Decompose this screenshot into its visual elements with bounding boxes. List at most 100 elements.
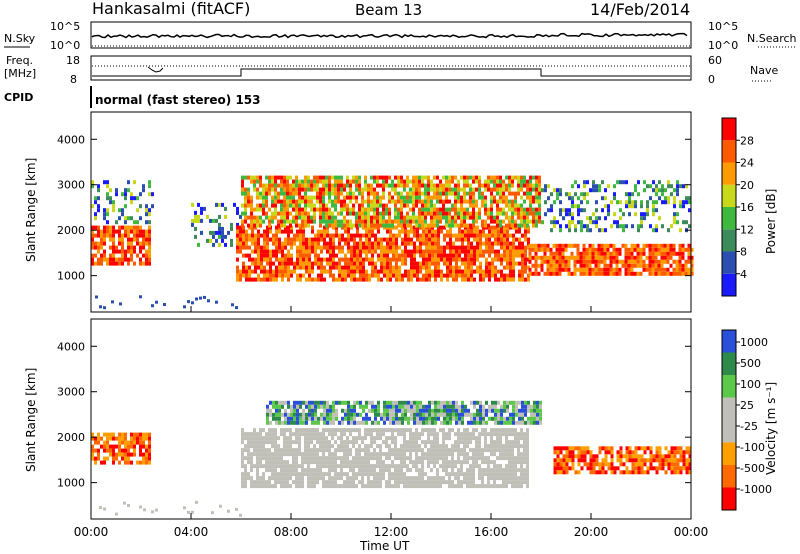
data-cell (556, 462, 560, 467)
data-cell (485, 261, 488, 266)
data-cell (502, 195, 505, 200)
data-cell (466, 472, 469, 477)
data-cell (323, 277, 326, 282)
data-cell (397, 219, 400, 224)
data-cell (394, 215, 397, 220)
data-cell (657, 267, 661, 272)
data-cell (322, 211, 325, 216)
data-cell (512, 404, 515, 409)
data-cell (280, 464, 283, 469)
data-cell (541, 220, 544, 225)
data-cell (610, 466, 614, 471)
data-cell (521, 400, 524, 405)
data-cell (340, 175, 343, 180)
data-cell (404, 257, 407, 262)
data-cell (278, 237, 281, 242)
data-cell (274, 432, 277, 437)
data-cell (386, 269, 389, 274)
data-cell (292, 468, 295, 473)
data-cell (466, 476, 469, 481)
data-cell (325, 191, 328, 196)
data-cell (115, 192, 118, 197)
data-cell (319, 179, 322, 184)
velocity-data (91, 400, 692, 517)
nave-dip (147, 66, 164, 73)
data-cell (326, 404, 329, 409)
data-cell (505, 183, 508, 188)
data-cell (127, 456, 130, 461)
data-cell (247, 175, 250, 180)
data-cell (613, 470, 617, 475)
data-cell (265, 199, 268, 204)
data-cell (487, 215, 490, 220)
data-cell (536, 420, 539, 425)
data-cell (130, 200, 133, 205)
data-cell (535, 187, 538, 192)
data-cell (536, 408, 539, 413)
data-cell (283, 472, 286, 477)
data-cell (403, 432, 406, 437)
data-cell (523, 456, 526, 461)
data-cell (320, 237, 323, 242)
data-cell (106, 180, 109, 185)
data-cell (274, 211, 277, 216)
data-cell (269, 269, 272, 274)
data-cell (523, 468, 526, 473)
data-cell (490, 440, 493, 445)
data-cell (254, 237, 257, 242)
data-cell (651, 263, 655, 268)
data-cell (451, 460, 454, 465)
data-cell (479, 400, 482, 405)
data-cell (491, 249, 494, 254)
data-cell (383, 404, 386, 409)
data-cell (280, 187, 283, 192)
data-cell (359, 265, 362, 270)
data-cell (514, 476, 517, 481)
data-cell (530, 408, 533, 413)
data-cell (139, 192, 142, 197)
data-cell (499, 187, 502, 192)
data-cell (310, 215, 313, 220)
data-cell (446, 273, 449, 278)
data-cell (325, 460, 328, 465)
data-cell (139, 249, 142, 254)
data-cell (463, 448, 466, 453)
data-cell (346, 191, 349, 196)
data-cell (406, 223, 409, 228)
data-cell (368, 416, 371, 421)
data-cell (250, 452, 253, 457)
data-cell (540, 255, 544, 260)
data-cell (585, 271, 589, 276)
data-cell (401, 412, 404, 417)
data-cell (520, 219, 523, 224)
data-cell (389, 237, 392, 242)
data-cell (316, 432, 319, 437)
data-cell (649, 196, 652, 201)
data-cell (517, 440, 520, 445)
data-cell (316, 464, 319, 469)
data-cell (115, 436, 118, 441)
data-cell (609, 259, 613, 264)
data-cell (218, 230, 221, 235)
data-cell (505, 440, 508, 445)
data-cell (517, 187, 520, 192)
data-cell (299, 249, 302, 254)
data-cell (457, 468, 460, 473)
data-cell (463, 472, 466, 477)
data-cell (472, 191, 475, 196)
data-cell (457, 211, 460, 216)
data-cell (251, 257, 254, 262)
data-cell (275, 408, 278, 413)
data-cell (517, 215, 520, 220)
data-cell (469, 456, 472, 461)
data-cell (379, 211, 382, 216)
data-cell (428, 253, 431, 258)
data-cell (370, 456, 373, 461)
data-cell (145, 220, 148, 225)
data-cell (397, 432, 400, 437)
data-cell (365, 257, 368, 262)
data-cell (460, 175, 463, 180)
data-cell (139, 432, 142, 437)
data-cell (409, 480, 412, 485)
data-cell (448, 211, 451, 216)
